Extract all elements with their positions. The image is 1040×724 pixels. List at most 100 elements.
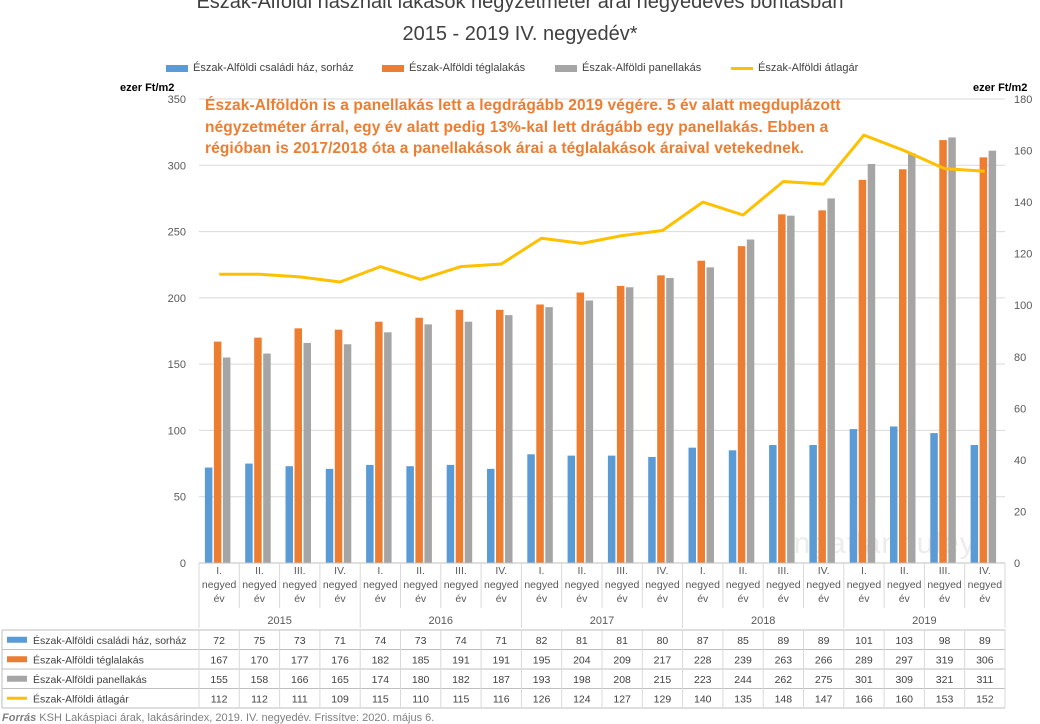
bar-panel <box>343 344 352 563</box>
source-note: Forrás KSH Lakáspiaci árak, lakásárindex… <box>2 712 434 724</box>
table-cell: 301 <box>855 674 873 686</box>
legend-swatch <box>731 66 753 70</box>
table-cell: 289 <box>855 654 873 666</box>
table-cell: 215 <box>654 674 672 686</box>
table-cell: 319 <box>936 654 954 666</box>
x-tick-quarter: IV. <box>334 565 346 577</box>
table-cell: 275 <box>815 674 833 686</box>
table-cell: 193 <box>533 674 551 686</box>
table-cell: 182 <box>372 654 390 666</box>
table-cell: 180 <box>412 674 430 686</box>
x-tick-ev: év <box>496 593 508 605</box>
table-cell: 239 <box>734 654 752 666</box>
table-cell: 74 <box>375 635 387 647</box>
x-tick-quarter: III. <box>939 565 951 577</box>
x-tick-ev: év <box>375 593 387 605</box>
x-tick-negyed: negyed <box>806 579 841 591</box>
table-row-label: Észak-Alföldi panellakás <box>33 673 147 686</box>
x-tick-ev: év <box>415 593 427 605</box>
x-tick-ev: év <box>858 593 870 605</box>
table-cell: 72 <box>213 635 225 647</box>
bar-csaladi <box>930 433 938 563</box>
bar-csaladi <box>366 464 374 563</box>
bar-tegla <box>254 337 262 563</box>
table-cell: 98 <box>939 635 951 647</box>
legend-swatch <box>166 64 188 72</box>
bar-tegla <box>858 179 867 563</box>
y-left-tick-label: 200 <box>168 293 186 305</box>
x-tick-negyed: negyed <box>524 579 559 591</box>
x-tick-ev: év <box>254 593 266 605</box>
table-cell: 71 <box>334 635 346 647</box>
x-tick-negyed: negyed <box>242 579 277 591</box>
bar-tegla <box>899 169 907 563</box>
bar-csaladi <box>527 454 535 563</box>
table-cell: 140 <box>694 693 712 705</box>
line-atlagar <box>219 133 985 284</box>
bar-tegla <box>294 328 302 563</box>
bar-csaladi <box>648 456 656 563</box>
y-right-tick-label: 40 <box>1014 455 1026 467</box>
bar-tegla <box>778 214 786 563</box>
table-cell: 109 <box>331 693 349 705</box>
bar-tegla <box>939 140 947 563</box>
y-right-tick-label: 140 <box>1014 197 1032 209</box>
table-cell: 191 <box>452 654 470 666</box>
table-cell: 115 <box>372 693 389 705</box>
x-tick-negyed: negyed <box>726 579 761 591</box>
table-cell: 89 <box>778 635 790 647</box>
table-cell: 112 <box>251 693 268 705</box>
x-tick-negyed: negyed <box>645 579 680 591</box>
table-cell: 174 <box>372 674 390 686</box>
table-cell: 185 <box>412 654 430 666</box>
table-legend-key <box>7 656 27 663</box>
x-tick-negyed: negyed <box>323 579 358 591</box>
bar-csaladi <box>970 445 979 563</box>
table-cell: 148 <box>775 693 793 705</box>
bar-tegla <box>415 317 423 563</box>
x-tick-negyed: negyed <box>927 579 962 591</box>
table-cell: 244 <box>734 674 752 686</box>
table-row-label: Észak-Alföldi téglalakás <box>33 653 144 666</box>
table-cell: 74 <box>455 635 467 647</box>
bar-tegla <box>496 309 504 563</box>
x-tick-ev: év <box>294 593 306 605</box>
bar-panel <box>424 324 432 563</box>
bar-panel <box>505 315 513 563</box>
bar-panel <box>263 353 271 563</box>
x-tick-quarter: I. <box>700 565 706 577</box>
bar-tegla <box>334 329 343 563</box>
annotation-line: régióban is 2017/2018 óta a panellakások… <box>205 140 805 157</box>
x-tick-year: 2019 <box>912 615 936 627</box>
x-tick-negyed: negyed <box>766 579 801 591</box>
table-cell: 158 <box>251 674 269 686</box>
table-cell: 89 <box>818 635 830 647</box>
x-tick-quarter: II. <box>577 565 586 577</box>
table-cell: 160 <box>895 693 913 705</box>
x-tick-quarter: IV. <box>657 565 669 577</box>
x-tick-quarter: IV. <box>495 565 507 577</box>
x-tick-ev: év <box>617 593 629 605</box>
table-cell: 129 <box>654 693 672 705</box>
table-cell: 71 <box>495 635 507 647</box>
y-right-tick-label: 20 <box>1014 506 1026 518</box>
bar-csaladi <box>446 464 455 563</box>
x-tick-negyed: negyed <box>283 579 318 591</box>
table-cell: 103 <box>895 635 913 647</box>
x-tick-ev: év <box>657 593 669 605</box>
table-legend-key <box>7 636 27 643</box>
x-tick-quarter: IV. <box>979 565 991 577</box>
table-cell: 182 <box>452 674 470 686</box>
table-cell: 80 <box>657 635 669 647</box>
x-tick-quarter: II. <box>739 565 748 577</box>
table-cell: 87 <box>697 635 709 647</box>
table-cell: 167 <box>210 654 228 666</box>
x-tick-ev: év <box>536 593 548 605</box>
x-tick-quarter: I. <box>539 565 545 577</box>
legend-item-csaladi: Észak-Alföldi családi ház, sorház <box>166 62 354 74</box>
table-cell: 195 <box>533 654 551 666</box>
table-cell: 311 <box>976 674 993 686</box>
x-tick-year: 2016 <box>429 615 453 627</box>
x-tick-year: 2017 <box>590 615 614 627</box>
legend-label: Észak-Alföldi panellakás <box>582 62 702 74</box>
